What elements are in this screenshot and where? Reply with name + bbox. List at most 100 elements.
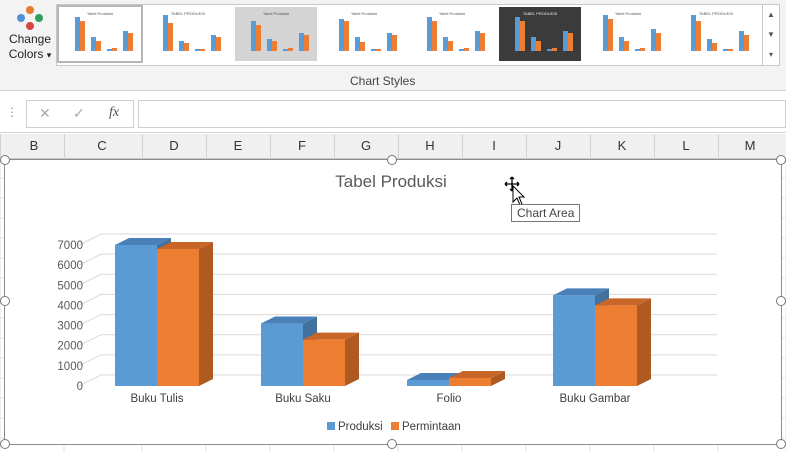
y-tick-label: 0 — [77, 381, 83, 393]
bar-side-permintaan — [199, 242, 213, 386]
chart-style-thumbnail[interactable]: Tabel Produksi — [323, 7, 405, 61]
thumbnail-bar — [304, 35, 309, 51]
column-divider — [590, 134, 591, 158]
column-header[interactable]: D — [169, 138, 179, 153]
column-header[interactable]: I — [492, 138, 496, 153]
column-header[interactable]: F — [298, 138, 306, 153]
column-divider — [0, 134, 1, 158]
x-category-label: Folio — [437, 393, 462, 405]
thumbnail-bar — [168, 23, 173, 51]
thumbnail-bar — [624, 41, 629, 51]
chart-style-thumbnail[interactable]: Tabel Produksi — [587, 7, 669, 61]
bar-top-permintaan — [449, 370, 505, 378]
resize-handle-top-right[interactable] — [776, 155, 786, 165]
bar-top-permintaan — [303, 332, 359, 340]
chart-style-thumbnail[interactable]: TABEL PRODUKSI — [147, 7, 229, 61]
chart-style-thumbnail[interactable]: Tabel Produksi — [411, 7, 493, 61]
chart-style-thumbnail[interactable]: Tabel Produksi — [235, 7, 317, 61]
bar-produksi — [553, 295, 595, 386]
column-divider — [64, 134, 65, 158]
column-divider — [526, 134, 527, 158]
enter-button[interactable]: ✓ — [73, 105, 85, 121]
thumbnail-bar — [195, 49, 200, 51]
chevron-down-icon: ▾ — [46, 50, 52, 60]
chart-style-thumbnail[interactable]: Tabel Produksi — [57, 5, 143, 63]
column-header[interactable]: H — [425, 138, 435, 153]
x-category-label: Buku Saku — [275, 393, 331, 405]
thumbnail-bar — [563, 31, 568, 51]
thumbnail-bar — [80, 21, 85, 51]
resize-handle-bottom-left[interactable] — [0, 439, 10, 449]
chart-area[interactable]: Tabel Produksi 0 1000 2000 3000 4000 5000 6000 7… — [4, 159, 782, 445]
bar-top-produksi — [553, 288, 609, 296]
resize-handle-left[interactable] — [0, 296, 10, 306]
resize-handle-bottom[interactable] — [387, 439, 397, 449]
thumbnail-bar — [432, 21, 437, 51]
thumbnail-bar — [344, 21, 349, 51]
gridline — [78, 273, 717, 286]
gridline — [78, 253, 717, 266]
thumbnail-bar — [728, 49, 733, 51]
gallery-more-button[interactable]: ▾ — [768, 50, 773, 59]
column-header[interactable]: K — [617, 138, 627, 153]
gallery-scroll-up-button[interactable]: ▲ — [767, 10, 775, 19]
gridline — [78, 354, 717, 367]
chart-styles-group-label: Chart Styles — [350, 74, 416, 88]
insert-function-button[interactable]: fx — [109, 105, 120, 120]
chart-area-tooltip: Chart Area — [511, 204, 581, 222]
bar-produksi — [407, 379, 449, 386]
formula-input[interactable] — [138, 100, 786, 128]
thumbnail-bar — [707, 39, 712, 51]
resize-handle-top-left[interactable] — [0, 155, 10, 165]
thumbnail-bar — [216, 37, 221, 51]
thumbnail-bar — [211, 35, 216, 51]
column-divider — [462, 134, 463, 158]
thumbnail-bar — [531, 37, 536, 51]
resize-handle-bottom-right[interactable] — [776, 439, 786, 449]
column-divider — [206, 134, 207, 158]
chart-svg: Tabel Produksi 0 1000 2000 3000 4000 5000 6000 7… — [57, 172, 717, 433]
bar-side-permintaan — [345, 332, 359, 386]
gridline — [78, 334, 717, 347]
legend-swatch — [391, 422, 399, 430]
drag-handle-icon[interactable]: ⋮ — [6, 105, 18, 119]
thumbnail-bar — [635, 49, 640, 51]
thumbnail-bar — [640, 48, 645, 51]
bar-permintaan — [449, 377, 491, 386]
chart-style-thumbnail[interactable]: TABEL PRODUKSI — [675, 7, 757, 61]
column-header[interactable]: B — [29, 138, 39, 153]
thumbnail-bar — [112, 48, 117, 51]
change-colors-label-1: Change — [8, 32, 52, 46]
resize-handle-right[interactable] — [776, 296, 786, 306]
thumbnail-bar — [443, 37, 448, 51]
gallery-scroll-down-button[interactable]: ▼ — [767, 30, 775, 39]
column-header[interactable]: L — [682, 138, 690, 153]
column-header[interactable]: J — [554, 138, 562, 153]
thumbnail-bar — [387, 33, 392, 51]
column-header[interactable]: C — [97, 138, 107, 153]
thumbnail-bar — [651, 29, 656, 51]
chart-style-thumbnail-title: Tabel Produksi — [614, 11, 642, 16]
thumbnail-bar — [283, 49, 288, 51]
cancel-button[interactable]: ✕ — [39, 105, 51, 121]
chart-style-thumbnail-title: TABEL PRODUKSI — [170, 11, 206, 16]
y-tick-label: 6000 — [57, 260, 83, 272]
resize-handle-top[interactable] — [387, 155, 397, 165]
bar-top-permintaan — [595, 298, 651, 306]
change-colors-button[interactable]: Change Colors ▾ — [4, 4, 56, 74]
thumbnail-bar — [272, 41, 277, 51]
bar-permintaan — [303, 339, 345, 386]
chart-style-thumbnail[interactable]: TABEL PRODUKSI — [499, 7, 581, 61]
column-header[interactable]: G — [360, 138, 372, 153]
gridline — [78, 233, 717, 246]
legend-label: Produksi — [338, 421, 383, 433]
column-header[interactable]: E — [233, 138, 243, 153]
thumbnail-bar — [256, 25, 261, 51]
column-header[interactable]: M — [744, 138, 756, 153]
column-divider — [334, 134, 335, 158]
thumbnail-bar — [251, 21, 256, 51]
change-colors-label-2: Colors — [8, 47, 44, 61]
palette-icon — [15, 6, 45, 32]
thumbnail-bar — [163, 15, 168, 51]
thumbnail-bar — [376, 49, 381, 51]
